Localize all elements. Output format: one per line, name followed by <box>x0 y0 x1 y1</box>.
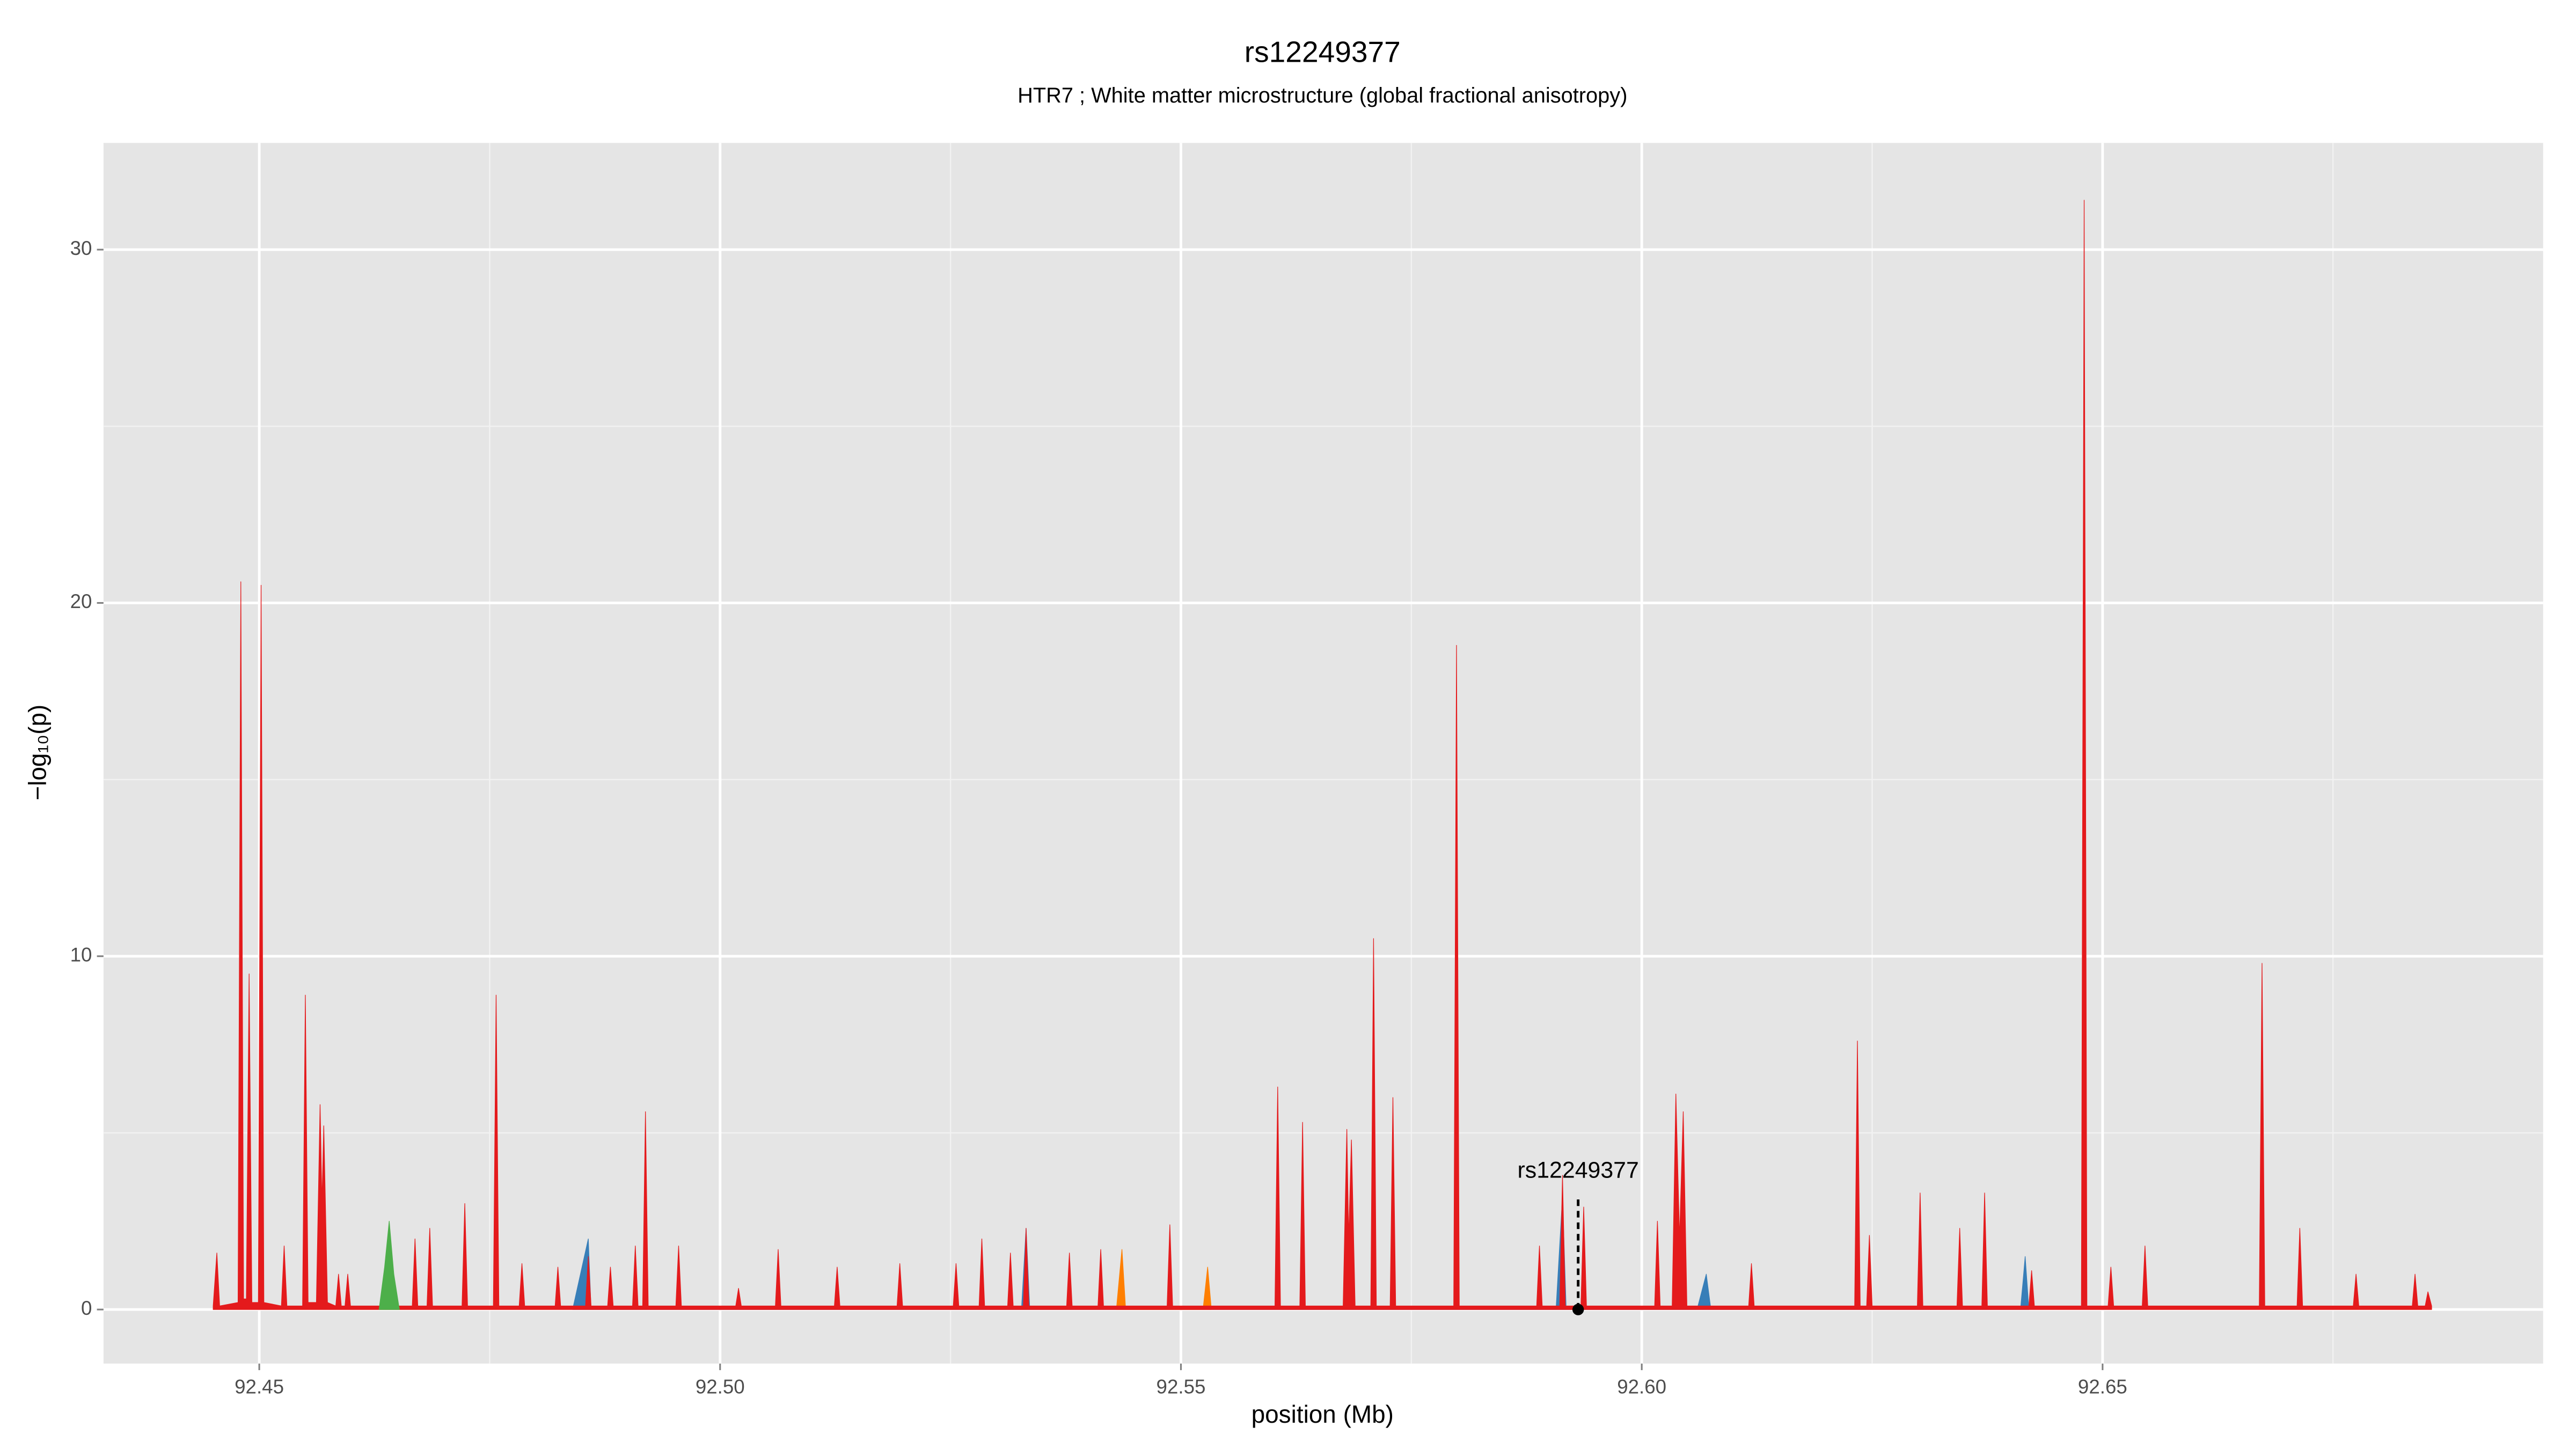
plot-panel <box>103 143 2543 1364</box>
chart-title: rs12249377 <box>1245 35 1401 69</box>
x-tick-label: 92.60 <box>1617 1375 1666 1397</box>
area <box>213 200 2432 1310</box>
annotation-label: rs12249377 <box>1518 1157 1639 1183</box>
annotation-point <box>1572 1304 1584 1315</box>
y-tick-label: 0 <box>81 1297 92 1319</box>
y-axis-label: −log₁₀(p) <box>24 705 52 801</box>
axes: 0 10 20 30 92.45 92.50 92.55 92.60 92.65 <box>70 237 2127 1398</box>
y-tick-label: 20 <box>70 590 92 612</box>
x-tick-label: 92.50 <box>696 1375 745 1397</box>
y-tick-label: 30 <box>70 237 92 259</box>
marks: rs12249377 <box>213 200 2432 1315</box>
x-tick-label: 92.65 <box>2078 1375 2127 1397</box>
x-tick-label: 92.55 <box>1157 1375 1206 1397</box>
chart-subtitle: HTR7 ; White matter microstructure (glob… <box>1018 84 1627 107</box>
x-tick-label: 92.45 <box>235 1375 284 1397</box>
y-tick-label: 10 <box>70 943 92 965</box>
area <box>378 1220 400 1310</box>
x-axis-label: position (Mb) <box>1252 1400 1394 1428</box>
